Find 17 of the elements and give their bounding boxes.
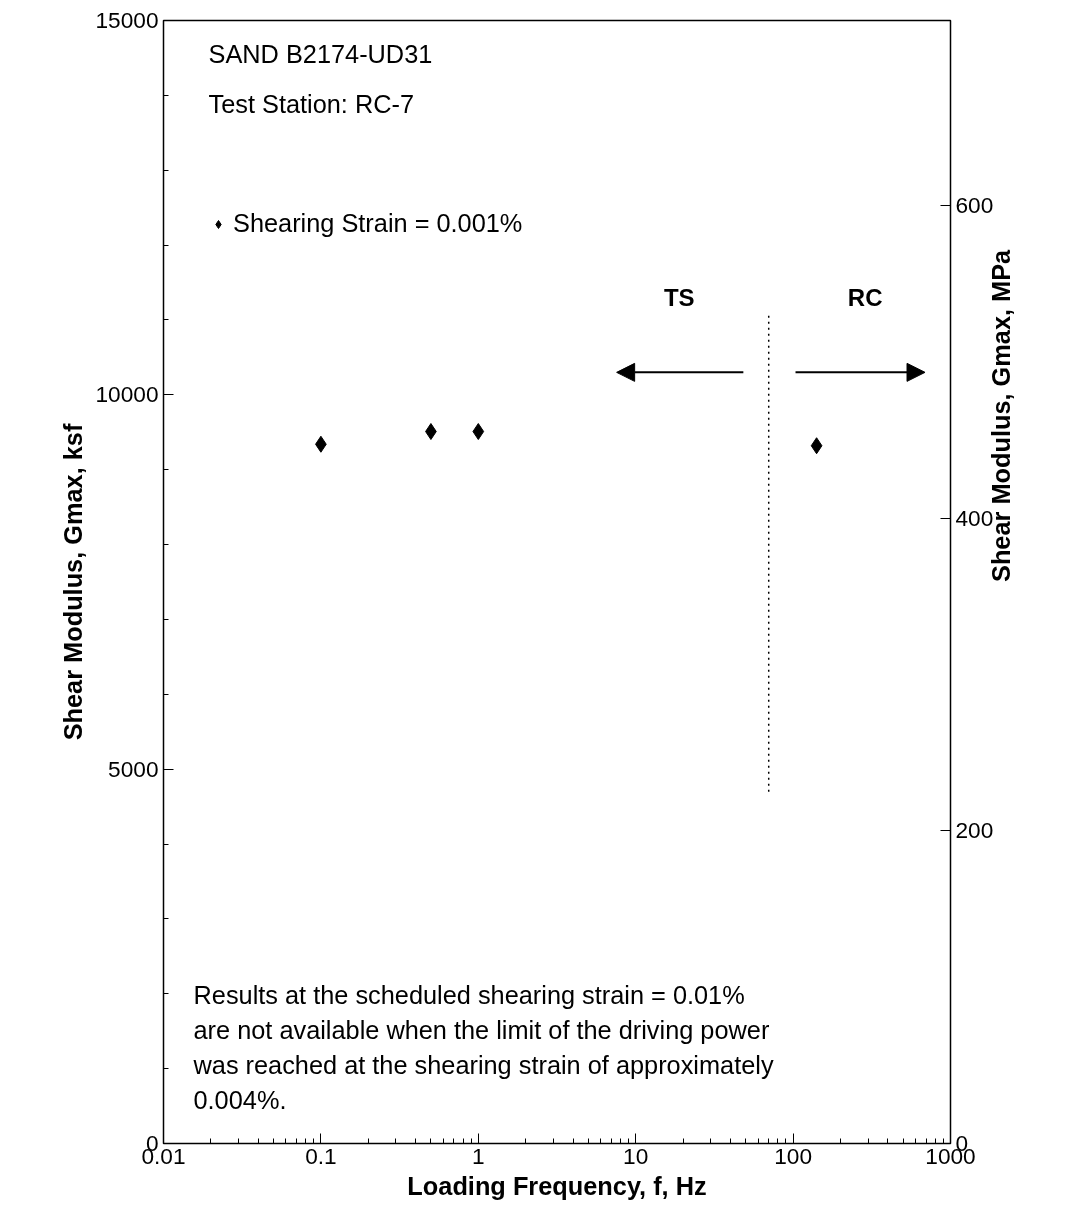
- y-tick-label: 5000: [108, 755, 159, 782]
- x-tick-label: 0.1: [305, 1142, 337, 1169]
- x-tick-label: 100: [774, 1142, 813, 1169]
- y-axis-title: Shear Modulus, Gmax, ksf: [59, 423, 88, 741]
- annotation: Results at the scheduled shearing strain = 0.01% are not available when the limit of the driving power was reached at the shearing strain of approximately 0.004%.: [192, 980, 774, 1114]
- x-tick-label: 1: [472, 1142, 485, 1169]
- y2-tick-label: 600: [955, 191, 994, 218]
- annotation: Test Station: RC-7: [208, 89, 415, 118]
- legend-label: Shearing Strain = 0.001%: [233, 209, 523, 238]
- y2-tick-label: 200: [955, 817, 994, 844]
- y-tick-label: 10000: [95, 381, 159, 408]
- y-tick-label: 15000: [95, 7, 159, 33]
- annotation: TS: [663, 284, 695, 312]
- annotation: RC: [847, 284, 883, 312]
- x-tick-label: 10: [623, 1142, 649, 1169]
- annotation: SAND B2174-UD31: [208, 39, 433, 68]
- x-axis-title: Loading Frequency, f, Hz: [407, 1171, 707, 1200]
